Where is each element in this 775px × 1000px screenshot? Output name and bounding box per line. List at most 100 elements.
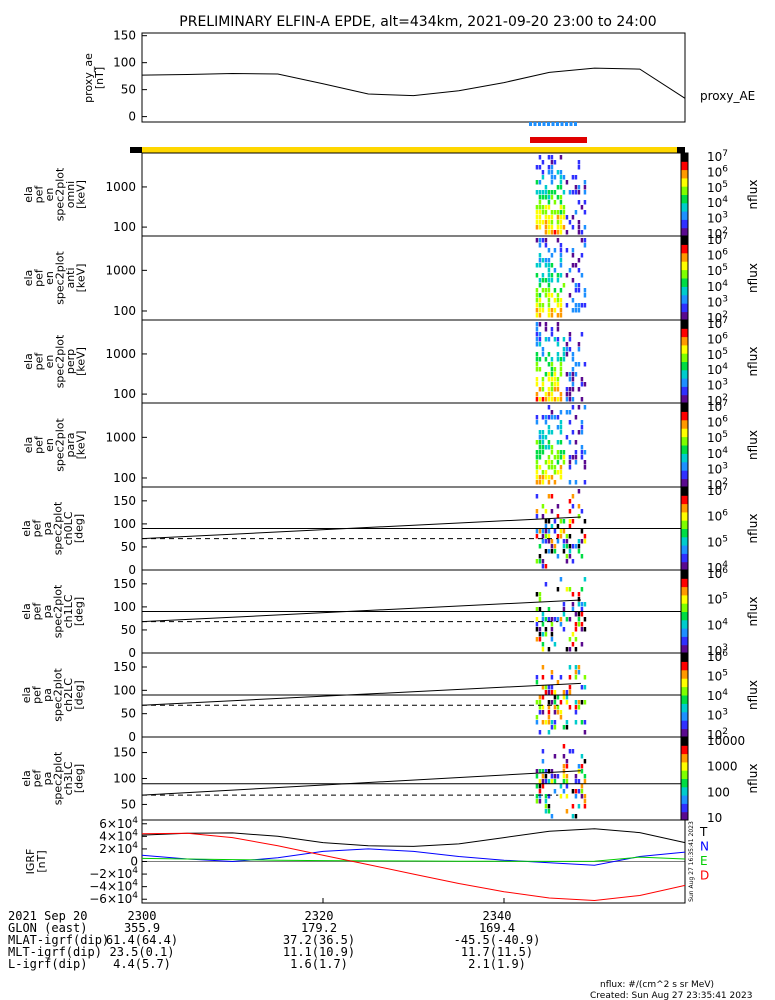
en_perp-pixel [550,357,554,362]
pa_ch2-colorbar-segment [681,667,688,671]
en_anti-pixel [544,263,548,268]
en_perp-pixel [556,327,560,332]
en_anti-pixel [547,293,551,298]
pa_ch2-ytick-label: 100 [113,683,136,697]
pa_ch2-pixel [550,690,554,695]
en_omni-pixel [550,220,554,225]
pa_ch3-pixel [571,789,575,794]
en_omni-colorbar-segment [681,182,688,185]
en_perp-pixel [580,332,584,337]
pa_ch1-colorbar-tick: 105 [707,592,728,607]
en_omni-pixel [547,195,551,200]
pa_ch2-pixel [553,705,557,710]
en_perp-colorbar-segment [681,396,688,400]
en_para-pixel [541,450,545,455]
pa_ch1-pixel [535,617,539,622]
pa_ch0-colorbar-label-wrap: nflux [746,514,760,544]
proxy-ae-ylabel: proxy_ae[nT] [82,53,106,103]
pa_ch0-ytick-label: 100 [113,517,136,531]
pa_ch3-pixel [565,784,569,789]
en_anti-pixel [580,253,584,258]
pa_ch1-colorbar-segment [681,572,688,575]
footer-row-value: 2.1(1.9) [468,957,526,971]
pa_ch0-pixel [562,519,566,524]
pa_ch1-colorbar-segment [681,646,688,650]
en_perp-pixel [565,347,569,352]
en_anti-pixel [541,238,545,243]
pa_ch2-pixel [535,720,539,725]
pa_ch1-colorbar-segment [681,617,688,621]
en_anti-pixel [541,258,545,263]
pa_ch1-pixel [583,602,587,607]
pa_ch0-pixel [568,519,572,524]
en_omni-pixel [556,170,560,175]
pa_ch3-colorbar-segment [681,784,688,788]
pa_ch1-lc-upper [141,599,581,623]
pa_ch1-pixel [577,592,581,597]
en_omni-pixel [544,190,548,195]
pa_ch0-colorbar-segment [681,524,688,527]
pa_ch0-pixel [571,494,575,499]
en_para-pixel [538,480,542,485]
en_para-pixel [559,440,563,445]
pa_ch0-pixel [577,489,581,494]
en_para-pixel [571,455,575,460]
en_anti-pixel [538,298,542,303]
en_anti-colorbar-segment [681,257,688,260]
en_omni-pixel [541,205,545,210]
en_perp-pixel [556,352,560,357]
pa_ch0-colorbar-segment [681,563,688,567]
pa_ch2-pixel [538,705,542,710]
pa_ch0-colorbar-label: nflux [746,514,760,544]
en_perp-pixel [556,387,560,392]
pa_ch2-pixel [556,710,560,715]
footer-row-label: L-igrf(dip) [8,957,87,971]
en_anti-pixel [538,303,542,308]
en_perp-pixel [535,367,539,372]
pa_ch0-colorbar-segment [681,497,688,500]
pa_ch2-colorbar-label-wrap: nflux [746,680,760,710]
pa_ch2-colorbar-segment [681,695,688,698]
pa_ch1-pixel [574,622,578,627]
en_para-pixel [559,425,563,430]
pa_ch0-pixel [547,534,551,539]
pa_ch1-ylabel-line: ch1LC [62,594,75,628]
en_anti-colorbar-segment [681,261,688,264]
pa_ch0-pixel [580,554,584,559]
en_anti-pixel [535,308,539,313]
en_anti-pixel [583,238,587,243]
en_anti-colorbar-label: nflux [746,263,760,293]
pa_ch3-pixel [550,779,554,784]
en_omni-pixel [541,175,545,180]
en_anti-ylabel-line: anti [64,267,77,288]
en_anti-pixel [547,248,551,253]
pa_ch0-colorbar-segment [681,505,688,509]
en_perp-pixel [541,347,545,352]
pa_ch2-pixel [553,720,557,725]
pa_ch3-pixel [553,779,557,784]
pa_ch3-colorbar-segment [681,761,688,765]
en_para-pixel [541,470,545,475]
en_anti-colorbar-tick: 106 [707,248,728,263]
en_para-pixel [568,460,572,465]
pa_ch0-pixel [571,544,575,549]
pa_ch0-colorbar-segment [681,551,688,554]
en_anti-colorbar-segment [681,269,688,273]
pa_ch0-colorbar-segment [681,534,688,538]
pa_ch2-pixel [580,720,584,725]
en_anti-pixel [541,303,545,308]
en_para-pixel [568,465,572,470]
en_para-pixel [574,460,578,465]
pa_ch0-colorbar-segment [681,528,688,532]
proxy-ae-series-line [141,67,686,99]
en_para-pixel [538,450,542,455]
en_omni-pixel [544,195,548,200]
pa_ch1-pixel [553,642,557,647]
en_anti-ylabel-line: pef [33,268,46,287]
pa_ch3-colorbar-segment [681,795,688,798]
pa_ch1-colorbar-segment [681,605,688,608]
pa_ch2-pixel [559,710,563,715]
en_para-pixel [559,455,563,460]
pa_ch0-colorbar-segment [681,511,688,515]
en_omni-pixel [559,215,563,220]
